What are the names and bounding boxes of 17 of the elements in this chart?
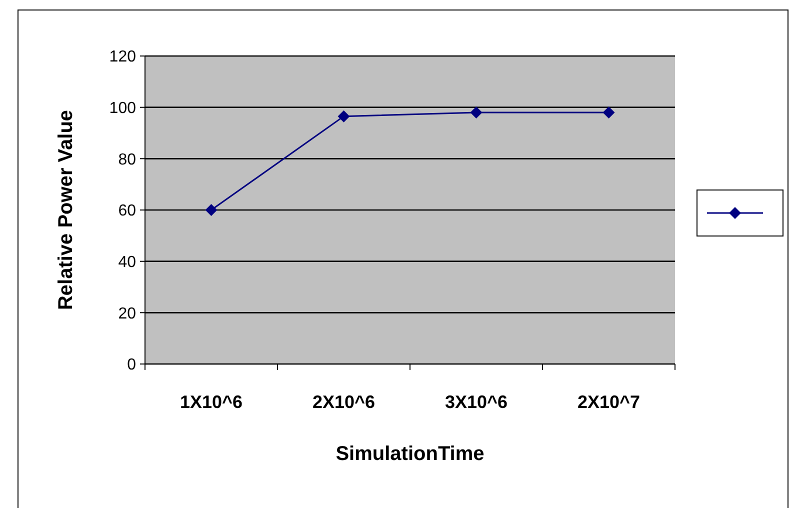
y-tick-label: 100 (109, 100, 136, 117)
y-tick-label: 0 (127, 356, 136, 374)
x-axis-title: SimulationTime (336, 443, 484, 465)
x-tick-label: 2X10^7 (577, 392, 640, 412)
y-tick-label: 60 (118, 202, 136, 220)
y-tick-label: 40 (118, 254, 136, 271)
point (602, 106, 615, 118)
y-tick-label: 20 (118, 305, 136, 322)
x-tick-label: 3X10^6 (444, 392, 508, 412)
point (470, 106, 482, 118)
point (205, 204, 218, 216)
x-tick-label: 2X10^6 (312, 392, 376, 412)
point (338, 110, 350, 122)
y-tick-label: 80 (118, 151, 136, 168)
y-tick-label: 120 (109, 48, 136, 66)
y-axis-title: Relative Power Value (55, 110, 77, 310)
x-tick-label: 1X10^6 (180, 392, 243, 412)
